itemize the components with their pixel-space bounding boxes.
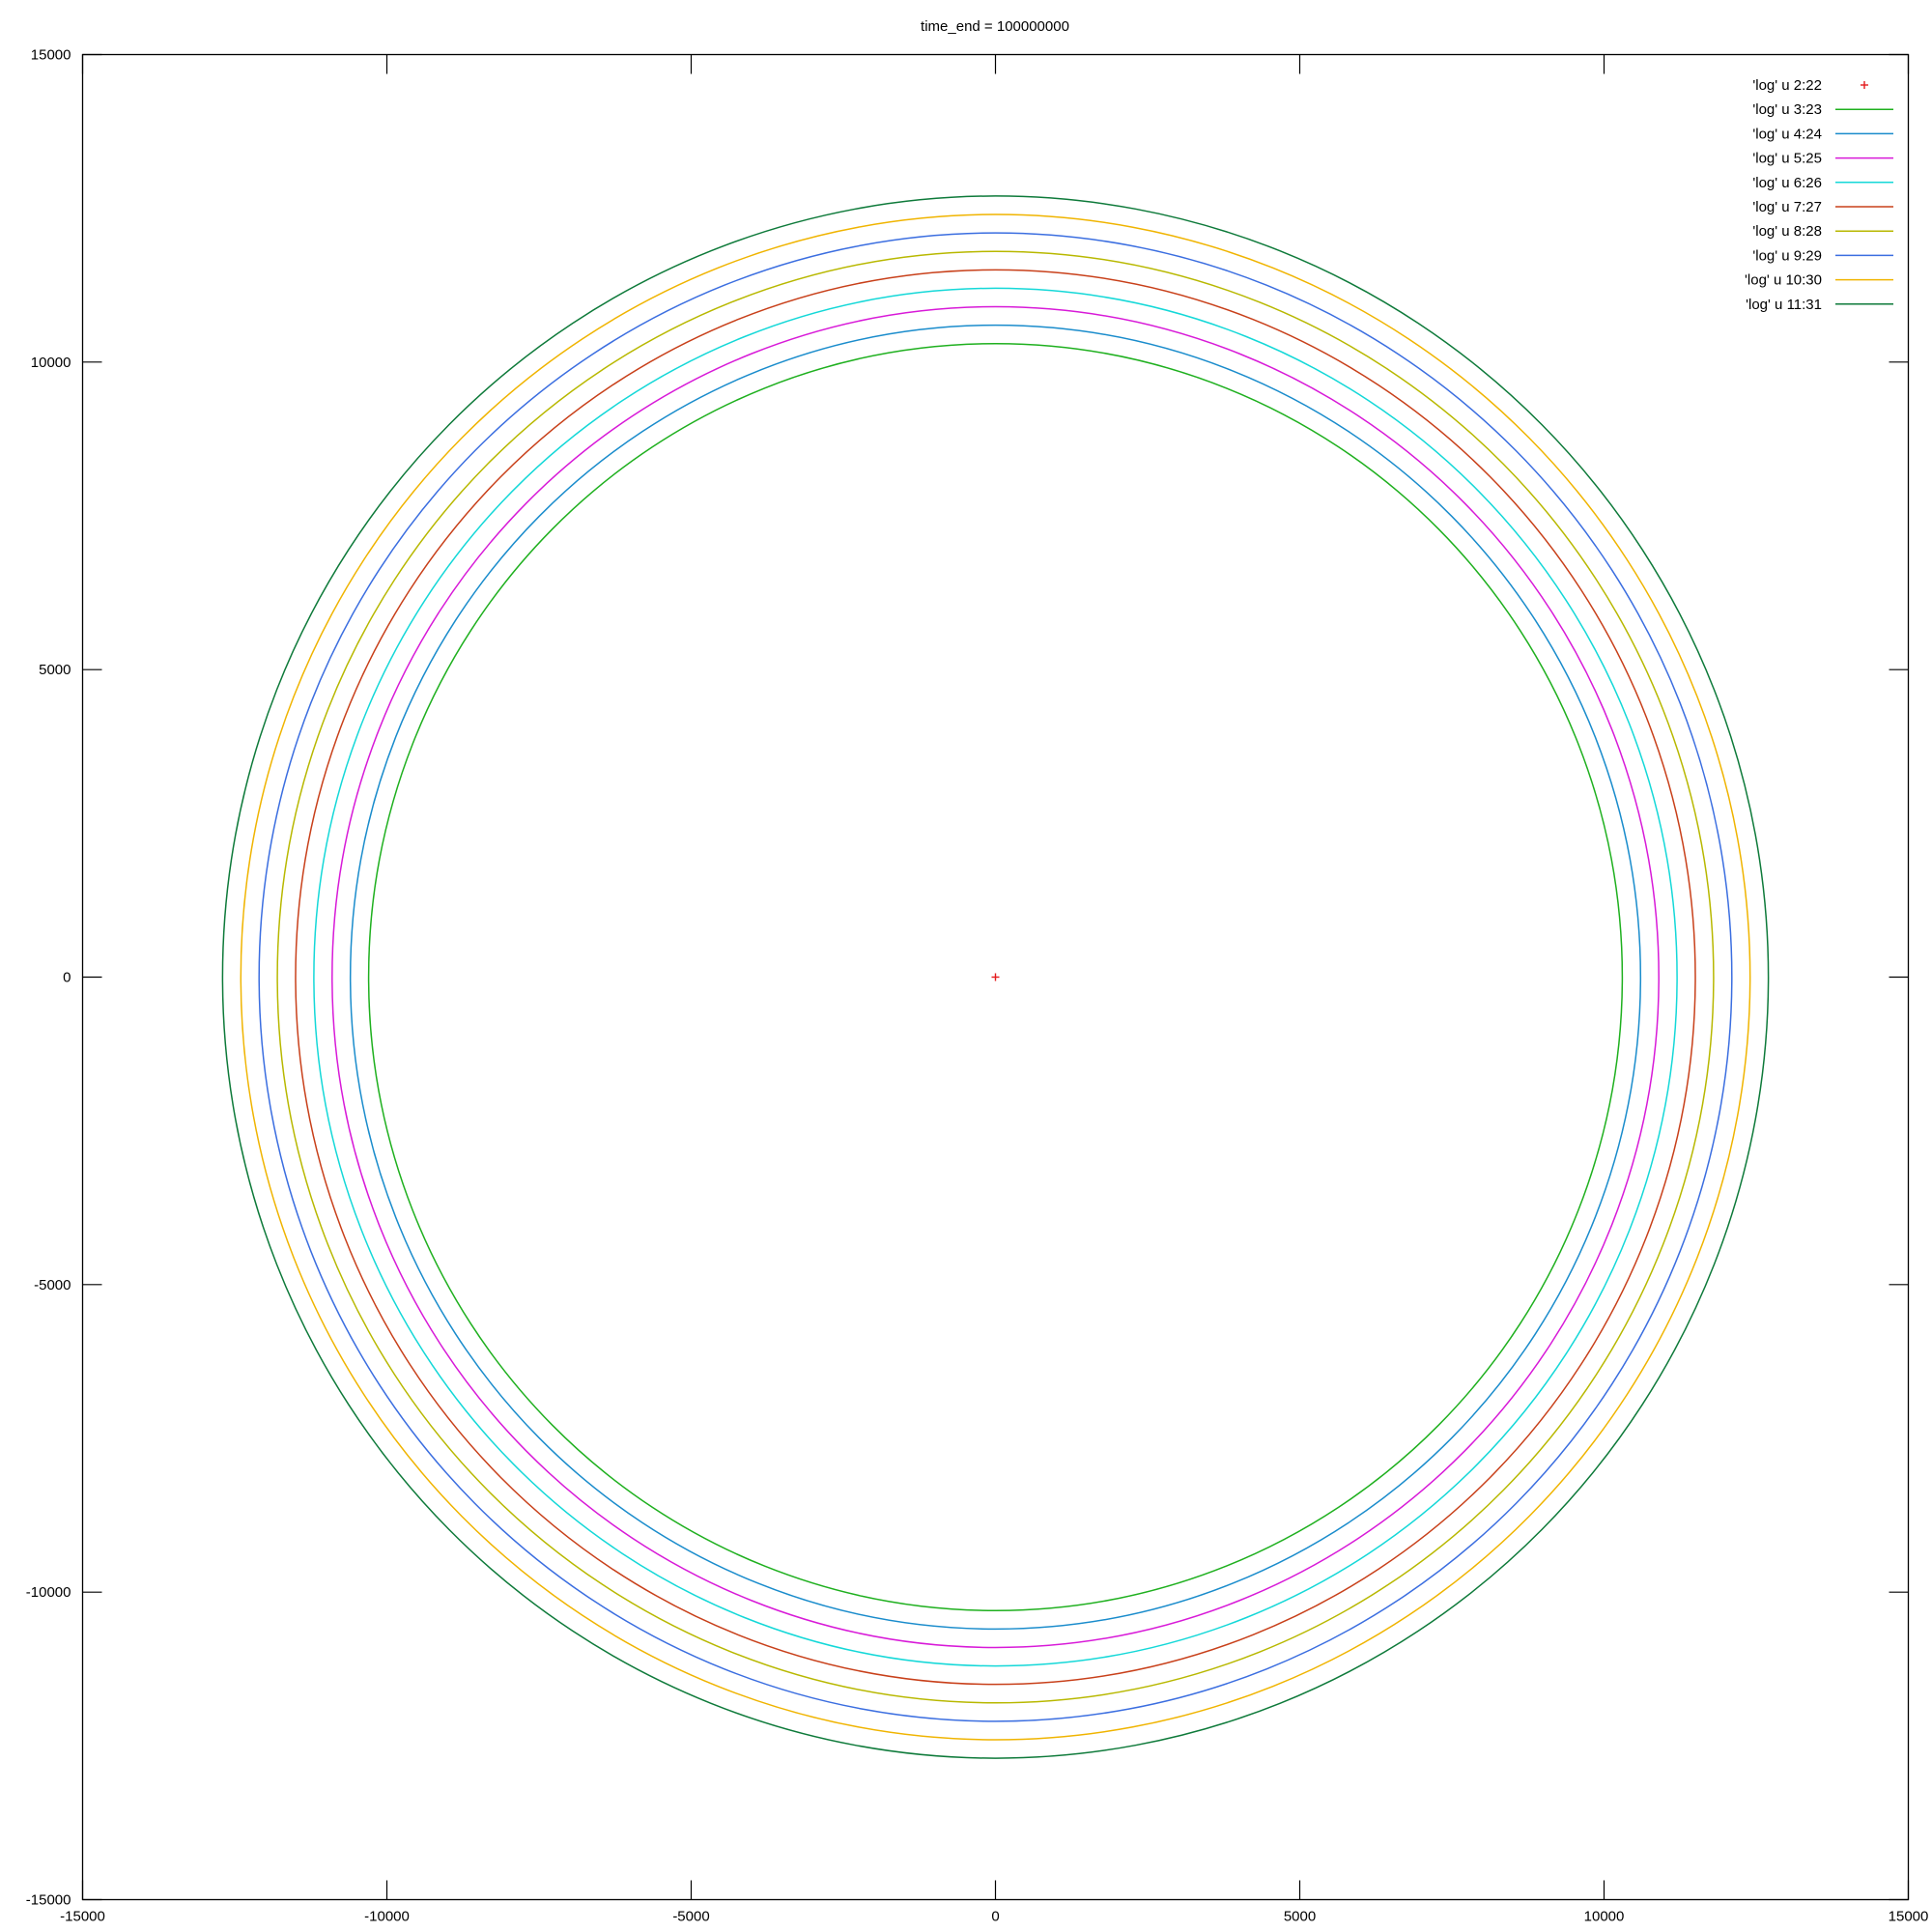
legend-marker: [1861, 81, 1868, 89]
legend-label: 'log' u 4:24: [1752, 126, 1822, 142]
x-tick-label: -10000: [364, 1909, 410, 1925]
x-tick-label: 0: [991, 1909, 999, 1925]
legend-label: 'log' u 9:29: [1752, 247, 1822, 264]
y-tick-label: 15000: [31, 47, 71, 64]
series-line-5: [295, 269, 1696, 1686]
x-tick-label: 5000: [1284, 1909, 1316, 1925]
legend-label: 'log' u 5:25: [1752, 151, 1822, 167]
series-line-6: [276, 250, 1715, 1704]
series-line-7: [258, 232, 1733, 1722]
legend-label: 'log' u 6:26: [1752, 175, 1822, 191]
legend-label: 'log' u 2:22: [1752, 77, 1822, 94]
series-point-0: [991, 973, 1000, 981]
series-line-3: [331, 305, 1660, 1649]
legend-label: 'log' u 10:30: [1745, 272, 1822, 289]
legend-label: 'log' u 7:27: [1752, 199, 1822, 215]
legend-label: 'log' u 11:31: [1746, 297, 1822, 313]
x-tick-label: -5000: [672, 1909, 709, 1925]
x-tick-label: 10000: [1584, 1909, 1625, 1925]
x-tick-label: 15000: [1889, 1909, 1929, 1925]
legend-label: 'log' u 8:28: [1752, 223, 1822, 240]
y-tick-label: 10000: [31, 355, 71, 371]
series-layer: [221, 195, 1770, 1759]
legend-label: 'log' u 3:23: [1752, 101, 1822, 118]
y-tick-label: -10000: [26, 1584, 71, 1601]
series-line-2: [349, 324, 1642, 1631]
series-line-4: [313, 287, 1678, 1667]
series-line-1: [367, 342, 1624, 1612]
y-tick-label: 0: [63, 970, 71, 986]
y-tick-label: -5000: [34, 1277, 71, 1293]
x-tick-label: -15000: [60, 1909, 105, 1925]
legend: 'log' u 2:22 'log' u 3:23 'log' u 4:24 'log…: [1745, 77, 1893, 313]
series-line-8: [240, 213, 1751, 1741]
y-tick-label: -15000: [26, 1892, 71, 1909]
y-tick-label: 5000: [39, 662, 71, 678]
chart-title: time_end = 100000000: [921, 18, 1069, 35]
series-line-9: [221, 195, 1770, 1759]
axis-ticks: -15000 -10000 -5000 0 5000 10000 15000 -15000 -1…: [26, 47, 1929, 1925]
